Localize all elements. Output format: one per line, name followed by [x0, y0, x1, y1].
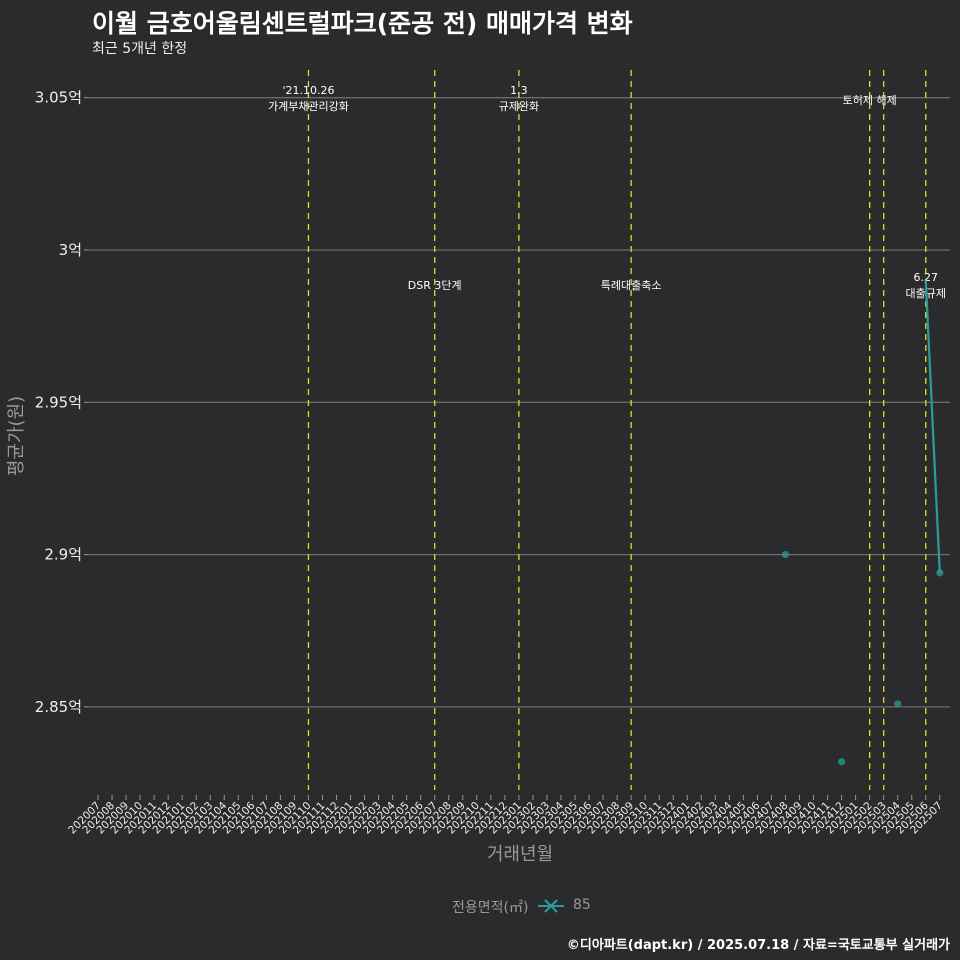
- event-label: 규제완화: [499, 100, 539, 113]
- y-tick-label: 2.95억: [35, 393, 82, 411]
- chart-subtitle: 최근 5개년 한정: [92, 41, 188, 57]
- event-label: 특례대출축소: [601, 279, 662, 292]
- source-caption: ©디아파트(dapt.kr) / 2025.07.18 / 자료=국토교통부 실…: [566, 938, 950, 953]
- data-point: [837, 758, 846, 766]
- event-label: DSR 3단계: [408, 279, 462, 292]
- series-line: [924, 280, 941, 573]
- event-date-label: 1.3: [510, 84, 528, 97]
- legend-line-icon: [538, 899, 564, 913]
- legend-title: 전용면적(㎡): [452, 900, 529, 916]
- data-point: [894, 700, 902, 708]
- y-tick-label: 2.9억: [44, 546, 82, 564]
- event-date-label: '21.10.26: [282, 84, 334, 97]
- data-point: [936, 569, 944, 577]
- y-tick-label: 2.85억: [35, 698, 82, 716]
- event-label: 가계부채관리강화: [268, 100, 349, 113]
- data-point: [781, 551, 790, 559]
- y-axis-title: 평균가(원): [6, 396, 27, 476]
- legend-item-85: 85: [573, 897, 591, 913]
- event-date-label: 6.27: [914, 271, 939, 284]
- chart-title: 이월 금호어울림센트럴파크(준공 전) 매매가격 변화: [92, 9, 633, 38]
- x-axis-title: 거래년월: [487, 844, 553, 865]
- event-label: 토허제 해제: [843, 93, 897, 107]
- y-tick-label: 3.05억: [35, 89, 82, 107]
- y-tick-label: 3억: [59, 241, 82, 259]
